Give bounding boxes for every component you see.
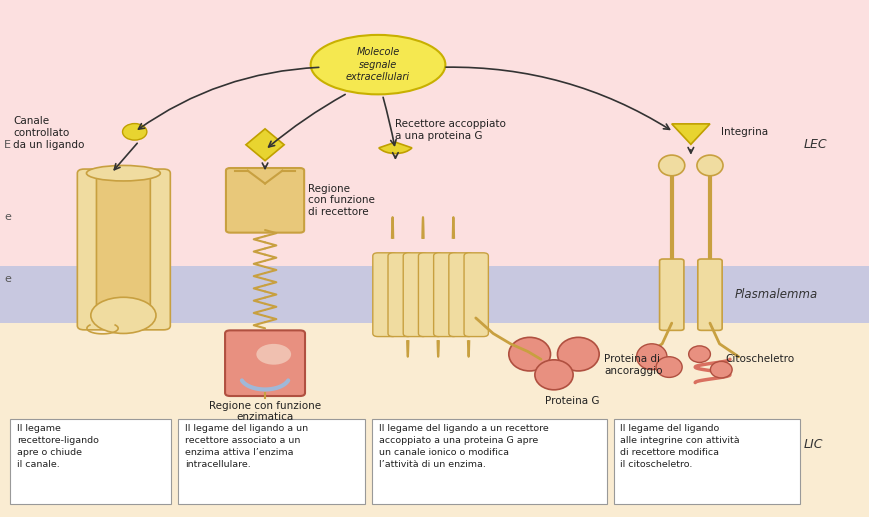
FancyBboxPatch shape [660,259,684,330]
Text: Proteina di
ancoraggio: Proteina di ancoraggio [604,354,662,376]
FancyBboxPatch shape [403,253,428,337]
Ellipse shape [123,124,147,140]
Text: Regione con funzione
enzimatica: Regione con funzione enzimatica [209,401,322,422]
Text: Integrina: Integrina [721,127,768,136]
Bar [0,266,869,323]
FancyBboxPatch shape [373,253,397,337]
FancyBboxPatch shape [135,169,170,330]
Wedge shape [379,142,412,154]
Text: Recettore accoppiato
a una proteina G: Recettore accoppiato a una proteina G [395,119,507,141]
Text: e: e [4,274,11,284]
FancyBboxPatch shape [434,253,458,337]
Bar [0,0,869,266]
Text: Plasmalemma: Plasmalemma [734,288,818,301]
Ellipse shape [636,344,667,370]
Ellipse shape [659,155,685,176]
Text: Canale
controllato
da un ligando: Canale controllato da un ligando [13,116,84,149]
FancyBboxPatch shape [419,253,442,337]
Ellipse shape [87,165,161,181]
Text: Il legame
recettore-ligando
apre o chiude
il canale.: Il legame recettore-ligando apre o chiud… [17,424,99,469]
FancyBboxPatch shape [388,253,413,337]
Text: LIC: LIC [804,438,823,451]
Text: Proteina G: Proteina G [545,396,600,405]
FancyBboxPatch shape [698,259,722,330]
FancyBboxPatch shape [448,253,473,337]
Text: Molecole
segnale
extracellulari: Molecole segnale extracellulari [346,47,410,82]
Text: Regione
con funzione
di recettore: Regione con funzione di recettore [308,184,375,217]
Ellipse shape [689,346,711,362]
Ellipse shape [711,361,732,378]
Ellipse shape [656,357,682,377]
FancyBboxPatch shape [372,419,607,504]
Text: E: E [4,140,11,150]
FancyBboxPatch shape [226,168,304,233]
Ellipse shape [534,360,574,390]
FancyBboxPatch shape [178,419,365,504]
FancyBboxPatch shape [225,330,305,396]
FancyBboxPatch shape [614,419,800,504]
Text: Il legame del ligando a un recettore
accoppiato a una proteina G apre
un canale : Il legame del ligando a un recettore acc… [379,424,548,469]
Ellipse shape [558,338,599,371]
Polygon shape [246,129,284,161]
Bar [0,323,869,517]
Polygon shape [248,170,282,184]
Text: Il legame del ligando a un
recettore associato a un
enzima attiva l’enzima
intra: Il legame del ligando a un recettore ass… [185,424,308,469]
FancyBboxPatch shape [10,419,171,504]
Text: Il legame del ligando
alle integrine con attività
di recettore modifica
il citos: Il legame del ligando alle integrine con… [620,424,740,469]
Ellipse shape [91,297,156,333]
FancyBboxPatch shape [77,169,113,330]
Polygon shape [672,124,710,144]
FancyBboxPatch shape [464,253,488,337]
Text: LEC: LEC [804,138,827,151]
Text: Citoscheletro: Citoscheletro [726,354,795,364]
Ellipse shape [256,344,291,364]
Ellipse shape [311,35,445,94]
Text: e: e [4,212,11,222]
FancyBboxPatch shape [96,170,150,313]
Ellipse shape [697,155,723,176]
Ellipse shape [508,338,551,371]
